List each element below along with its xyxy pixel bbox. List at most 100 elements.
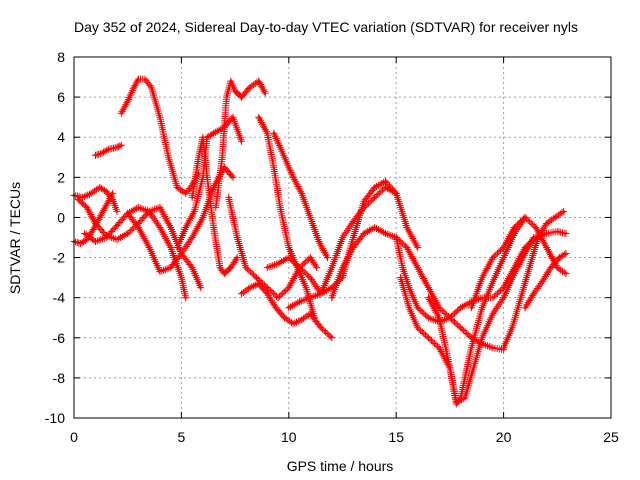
data-point <box>236 236 239 239</box>
data-point <box>272 132 275 135</box>
data-point <box>190 236 194 239</box>
data-point <box>169 246 172 249</box>
data-point <box>300 192 303 195</box>
y-tick-label: -2 <box>53 250 66 266</box>
data-point <box>94 240 97 243</box>
data-point <box>427 296 430 299</box>
data-point <box>545 222 548 225</box>
data-point <box>459 306 462 309</box>
data-point <box>309 276 312 279</box>
data-point <box>184 192 187 195</box>
data-point <box>553 216 557 219</box>
plot-frame <box>73 56 612 419</box>
data-point <box>319 292 323 295</box>
data-point <box>384 232 387 235</box>
data-point <box>304 286 308 289</box>
data-point <box>523 306 527 309</box>
data-point <box>218 266 222 269</box>
series-trace-10 <box>212 77 269 211</box>
y-axis-title: SDTVAR / TECUs <box>7 182 23 294</box>
data-point <box>298 300 301 303</box>
data-point <box>263 91 267 95</box>
data-point <box>244 266 248 269</box>
data-point <box>463 396 467 400</box>
series-trace-21 <box>467 213 570 312</box>
data-point <box>94 154 97 157</box>
x-tick-label: 25 <box>603 429 619 445</box>
data-point <box>534 226 538 229</box>
data-point <box>502 296 505 299</box>
data-point <box>98 216 101 219</box>
data-point <box>459 326 462 329</box>
x-axis-title: GPS time / hours <box>287 458 394 474</box>
data-point <box>229 79 233 83</box>
data-point <box>287 246 290 249</box>
data-point <box>502 256 505 259</box>
x-tick-label: 20 <box>496 429 512 445</box>
data-point <box>169 266 172 269</box>
data-point <box>309 216 312 219</box>
data-point <box>240 95 243 99</box>
x-tick-label: 10 <box>281 429 297 445</box>
data-point <box>399 276 402 279</box>
series-trace-14 <box>270 129 331 262</box>
data-point <box>205 176 209 179</box>
data-point <box>352 236 355 239</box>
data-point <box>510 326 514 329</box>
data-point <box>341 236 344 239</box>
axis-ticks <box>73 56 612 419</box>
data-point <box>201 176 205 179</box>
data-point <box>287 306 290 309</box>
data-point <box>401 266 404 269</box>
data-point <box>137 77 140 81</box>
data-point <box>416 306 419 309</box>
data-point <box>384 180 387 183</box>
data-point <box>502 246 505 249</box>
data-point <box>83 232 86 235</box>
data-point <box>276 296 280 299</box>
data-point <box>77 198 80 201</box>
data-point <box>470 346 473 350</box>
data-point <box>313 316 316 319</box>
series-trace-8 <box>173 113 245 251</box>
data-point <box>257 79 260 83</box>
data-point <box>502 346 505 350</box>
x-tick-label: 5 <box>178 429 186 445</box>
data-point <box>558 256 561 259</box>
data-point <box>437 306 441 309</box>
data-point <box>416 246 419 249</box>
y-tick-label: -8 <box>53 370 66 386</box>
data-point <box>175 186 179 189</box>
data-point <box>330 286 333 289</box>
data-point <box>233 89 237 93</box>
data-point <box>319 326 323 329</box>
series-trace-20 <box>424 213 529 408</box>
series-trace-23 <box>521 250 570 312</box>
data-point <box>448 366 452 370</box>
y-tick-label: -10 <box>45 410 65 426</box>
data-point <box>240 292 243 295</box>
data-point <box>373 226 376 229</box>
data-point <box>491 256 495 259</box>
data-point <box>317 240 321 243</box>
data-point <box>283 316 286 319</box>
data-point <box>100 152 104 155</box>
data-point <box>158 270 162 273</box>
data-point <box>373 186 376 189</box>
data-point <box>120 144 123 147</box>
data-point <box>120 111 123 115</box>
data-point <box>175 246 179 249</box>
data-point <box>98 186 101 189</box>
data-point <box>523 216 527 219</box>
series-trace-11 <box>225 193 321 302</box>
data-point <box>105 236 108 239</box>
data-point <box>564 232 568 235</box>
data-point <box>89 192 93 195</box>
data-point <box>255 276 258 279</box>
data-point <box>85 206 89 209</box>
data-point <box>169 226 172 229</box>
data-point <box>480 306 484 309</box>
data-point <box>455 402 458 406</box>
data-point <box>190 266 194 269</box>
